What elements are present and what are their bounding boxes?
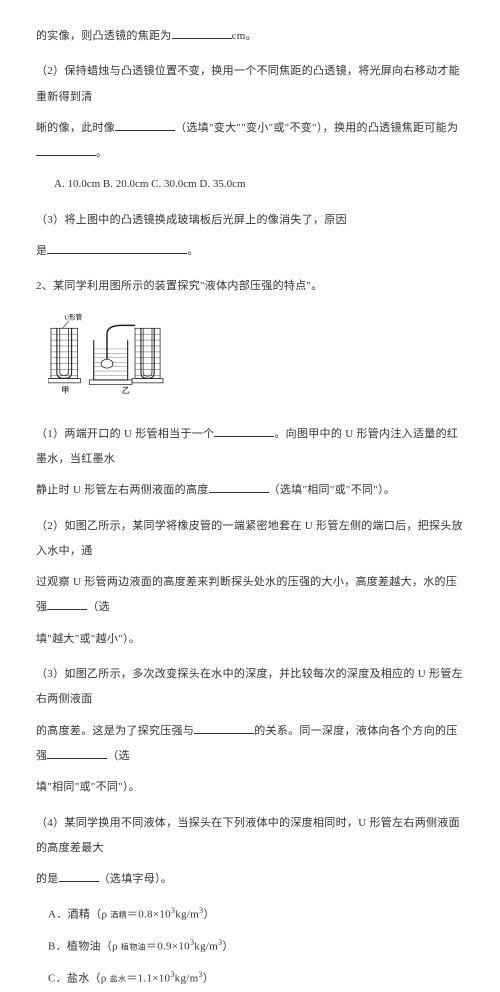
q2-optC: C．盐水（ρ 盐水＝1.1×103kg/m3） — [36, 966, 464, 992]
apparatus-svg: U形管 甲 — [48, 310, 166, 410]
q2-p2-l1: （2）如图乙所示，某同学将橡皮管的一端紧密地套在 U 形管左侧的端口后，把探头放… — [36, 514, 464, 565]
sub: 盐水 — [110, 975, 127, 984]
text: ＝1.1×10 — [126, 973, 170, 985]
text: （选 — [87, 601, 110, 613]
base — [48, 378, 80, 382]
q1-p3-l2: 是。 — [36, 239, 464, 264]
q2-p3-l1: （3）如图乙所示，多次改变探头在水中的深度，并比较每次的深度及相应的 U 形管左… — [36, 662, 464, 713]
text: （选填"变大""变小"或"不变"），换用的凸透镜焦距可能为 — [175, 122, 458, 134]
text: （2）保持蜡烛与凸透镜位置不变，换用一个不同焦距的凸透镜，将光屏向右移动才能重新… — [36, 65, 460, 102]
q2-p2-l2: 过观察 U 形管两边液面的高度差来判断探头处水的压强的大小，高度差越大，水的压强… — [36, 570, 464, 621]
blank — [47, 747, 107, 759]
text: 是 — [36, 245, 47, 257]
text: （选填字母）。 — [99, 873, 173, 885]
sub: 植物油 — [121, 943, 146, 952]
u-shape — [57, 328, 72, 378]
text: （4）某同学换用不同液体，当探头在下列液体中的深度相同时，U 形管左右两侧液面的… — [36, 817, 460, 854]
text: ） — [203, 973, 214, 985]
text: kg/m — [175, 909, 199, 921]
text: 填"越大"或"越小"）。 — [36, 633, 140, 645]
blank — [47, 242, 187, 254]
q2-p4-l2: 的是 （选填字母）。 — [36, 867, 464, 892]
text: 的高度差。这是为了探究压强与 — [36, 725, 194, 737]
text: ） — [203, 909, 214, 921]
q2-p3-l3: 填"相同"或"不同"）。 — [36, 775, 464, 800]
text: （选 — [107, 750, 130, 762]
q2-p3-l2: 的高度差。这是为了探究压强与的关系。同一深度，液体向各个方向的压强（选 — [36, 719, 464, 770]
text: 填"相同"或"不同"）。 — [36, 781, 140, 793]
pointer-line — [63, 321, 69, 328]
label-yi: 乙 — [122, 386, 130, 395]
q1-line1: 的实像，则凸透镜的焦距为 cm。 — [36, 24, 464, 49]
text: A．酒精（ρ — [48, 909, 110, 921]
text: ＝0.8×10 — [127, 909, 171, 921]
text: 静止时 U 形管左右两侧液面的高度 — [36, 484, 209, 496]
scale-frame — [51, 328, 78, 378]
text: B．植物油（ρ — [48, 941, 121, 953]
text: A. 10.0cm B. 20.0cm C. 30.0cm D. 35.0cm — [54, 178, 246, 190]
blank — [214, 425, 274, 437]
q1-p3-l1: （3）将上图中的凸透镜换成玻璃板后光屏上的像消失了，原因 — [36, 208, 464, 233]
text: C．盐水（ρ — [48, 973, 110, 985]
text: kg/m — [175, 973, 199, 985]
beaker-base — [89, 380, 132, 384]
q1-options: A. 10.0cm B. 20.0cm C. 30.0cm D. 35.0cm — [36, 172, 464, 197]
label-jia: 甲 — [61, 386, 69, 395]
text: 的是 — [36, 873, 59, 885]
text: 2、某同学利用图所示的装置探究"液体内部压强的特点"。 — [36, 280, 323, 292]
text: ） — [222, 941, 233, 953]
text: （选填"相同"或"不同"）。 — [269, 484, 396, 496]
text: （2）如图乙所示，某同学将橡皮管的一端紧密地套在 U 形管左侧的端口后，把探头放… — [36, 520, 463, 557]
apparatus-right: 乙 — [89, 325, 163, 395]
blank — [115, 119, 175, 131]
blank — [59, 870, 99, 882]
blank — [47, 598, 87, 610]
text: 。 — [187, 245, 198, 257]
blank — [194, 722, 254, 734]
q2-p4-l1: （4）某同学换用不同液体，当探头在下列液体中的深度相同时，U 形管左右两侧液面的… — [36, 811, 464, 862]
blank — [172, 27, 232, 39]
q2-p2-l3: 填"越大"或"越小"）。 — [36, 627, 464, 652]
q2-optA: A．酒精（ρ 酒精＝0.8×103kg/m3） — [36, 902, 464, 928]
blank — [36, 144, 96, 156]
text: （3）将上图中的凸透镜换成玻璃板后光屏上的像消失了，原因 — [36, 214, 347, 226]
q2-optB: B．植物油（ρ 植物油＝0.9×103kg/m3） — [36, 934, 464, 960]
rubber-tube — [107, 325, 135, 359]
scale-ticks — [51, 334, 78, 375]
apparatus-figure: U形管 甲 — [48, 310, 166, 410]
text: （1）两端开口的 U 形管相当于一个 — [36, 428, 214, 440]
sub: 酒精 — [110, 911, 127, 920]
q2-title: 2、某同学利用图所示的装置探究"液体内部压强的特点"。 — [36, 274, 464, 299]
q1-p2-l2: 晰的像，此时像 （选填"变大""变小"或"不变"），换用的凸透镜焦距可能为。 — [36, 116, 464, 167]
scale-ticks-r — [135, 334, 160, 375]
scale-frame-r — [135, 328, 160, 378]
base-r — [132, 378, 163, 382]
probe — [101, 359, 113, 368]
blank — [209, 481, 269, 493]
text: （3）如图乙所示，多次改变探头在水中的深度，并比较每次的深度及相应的 U 形管左… — [36, 668, 463, 705]
label-utube: U形管 — [64, 312, 82, 321]
text: 晰的像，此时像 — [36, 122, 115, 134]
q1-p2-l1: （2）保持蜡烛与凸透镜位置不变，换用一个不同焦距的凸透镜，将光屏向右移动才能重新… — [36, 59, 464, 110]
text: cm。 — [232, 30, 257, 42]
u-shape-r-inner — [143, 328, 152, 376]
u-tube-left: U形管 甲 — [48, 312, 83, 395]
text: kg/m — [194, 941, 218, 953]
q2-p1-l2: 静止时 U 形管左右两侧液面的高度 （选填"相同"或"不同"）。 — [36, 478, 464, 503]
text: 的实像，则凸透镜的焦距为 — [36, 30, 172, 42]
text: ＝0.9×10 — [146, 941, 190, 953]
text: 。 — [96, 147, 107, 159]
q2-p1-l1: （1）两端开口的 U 形管相当于一个。向图甲中的 U 形管内注入适量的红墨水，当… — [36, 422, 464, 473]
